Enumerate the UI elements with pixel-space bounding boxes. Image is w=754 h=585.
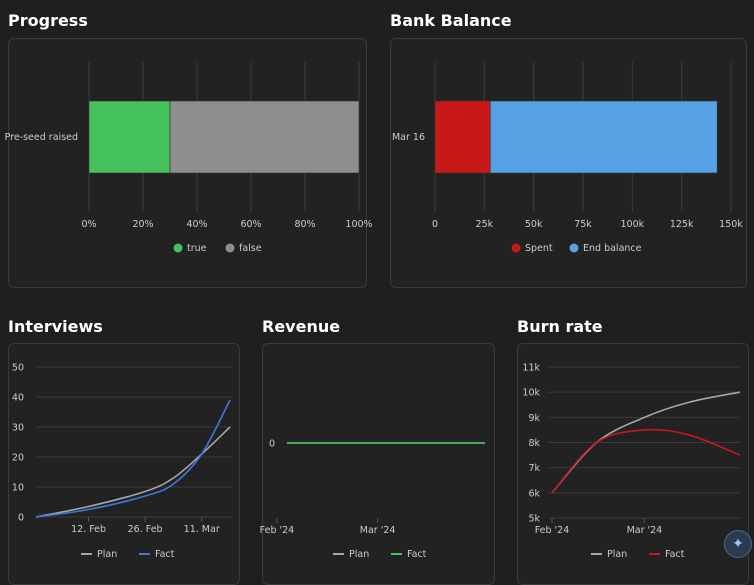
y-tick-label: 6k [528,488,540,499]
legend-marker-spent [511,243,521,253]
legend-marker-true [173,243,183,253]
burn-rate-card [517,343,749,585]
legend-label-plan: Plan [97,549,117,560]
y-tick-label: 20 [12,453,24,464]
y-tick-label: 50 [12,363,24,374]
category-label: Mar 16 [392,132,425,143]
legend-label-plan: Plan [349,549,369,560]
y-tick-label: 0 [18,513,24,524]
bar-spent [434,100,491,174]
interviews-title: Interviews [8,317,103,336]
sparkles-icon: ✦ [732,536,744,552]
progress-title: Progress [8,11,88,30]
x-tick-label: Feb '24 [260,525,295,536]
y-tick-label: 30 [12,423,24,434]
series-line-fact [35,399,231,518]
x-tick-label: 100k [621,219,645,230]
y-tick-label: 5k [528,514,540,525]
x-tick-label: 50k [525,219,543,230]
legend-label-true: true [187,243,207,254]
series-line-plan [35,426,231,518]
y-tick-label: 0 [269,439,275,450]
legend-label-plan: Plan [607,549,627,560]
x-tick-label: 40% [186,219,207,230]
legend-label-spent: Spent [525,243,553,254]
burn-rate-title: Burn rate [517,317,603,336]
y-tick-label: 8k [528,438,540,449]
legend-label-fact: Fact [155,549,175,560]
y-tick-label: 10k [522,388,540,399]
y-tick-label: 7k [528,463,540,474]
x-tick-label: 0% [81,219,96,230]
x-tick-label: 20% [132,219,153,230]
ai-assistant-button[interactable]: ✦ [724,530,752,558]
legend-label-fact: Fact [665,549,685,560]
x-tick-label: Mar '24 [360,525,396,536]
legend-label-fact: Fact [407,549,427,560]
x-tick-label: 25k [476,219,494,230]
series-line-fact [551,428,741,494]
x-tick-label: 12. Feb [71,524,106,535]
x-tick-label: 26. Feb [128,524,163,535]
legend-marker-end-balance [569,243,579,253]
x-tick-label: 0 [432,219,438,230]
x-tick-label: Mar '24 [627,525,663,536]
bar-end-balance [489,100,718,174]
y-tick-label: 11k [522,363,540,374]
bank-balance-title: Bank Balance [390,11,512,30]
y-tick-label: 9k [528,413,540,424]
y-tick-label: 40 [12,393,24,404]
y-tick-label: 10 [12,483,24,494]
bar-false [169,100,360,174]
charts-canvas: 0% 20% 40% 60% 80% 100% Pre-seed raised true fal… [5,62,743,560]
revenue-card [262,343,495,585]
x-tick-label: Feb '24 [535,525,570,536]
interviews-card [8,343,240,585]
category-label: Pre-seed raised [5,132,78,143]
x-tick-label: 100% [345,219,372,230]
x-tick-label: 80% [294,219,315,230]
bar-true [88,100,171,174]
x-tick-label: 60% [240,219,261,230]
x-tick-label: 75k [574,219,592,230]
x-tick-label: 11. Mar [184,524,220,535]
legend-label-false: false [239,243,262,254]
revenue-title: Revenue [262,317,341,336]
legend-marker-false [225,243,235,253]
legend-label-end-balance: End balance [583,243,642,254]
x-tick-label: 150k [719,219,743,230]
x-tick-label: 125k [670,219,694,230]
